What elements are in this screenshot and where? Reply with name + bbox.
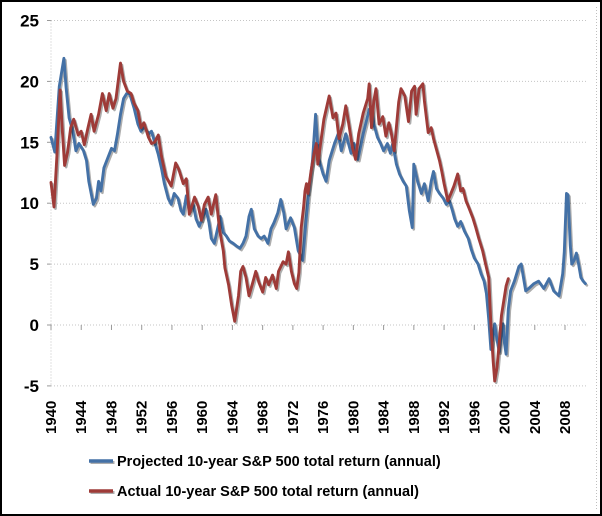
actual-series-line — [49, 61, 510, 383]
x-tick-label: 1992 — [436, 401, 453, 434]
y-axis-labels: 25 20 15 10 5 0 -5 — [20, 12, 39, 396]
legend-item-projected: Projected 10-year S&P 500 total return (… — [89, 454, 441, 470]
x-tick-label: 2000 — [497, 401, 514, 434]
legend-label-actual: Actual 10-year S&P 500 total return (ann… — [117, 484, 419, 500]
y-tick-label: 0 — [30, 316, 39, 335]
x-tick-label: 1972 — [285, 401, 302, 434]
y-tick-label: 10 — [20, 194, 39, 213]
legend-label-projected: Projected 10-year S&P 500 total return (… — [117, 454, 441, 470]
x-tick-label: 1968 — [255, 401, 272, 434]
x-tick-label: 1940 — [43, 401, 60, 434]
legend: Projected 10-year S&P 500 total return (… — [89, 454, 441, 500]
x-tick-label: 1944 — [73, 400, 90, 434]
x-tick-label: 1956 — [164, 401, 181, 434]
projected-series-line — [49, 56, 587, 356]
axes — [47, 20, 566, 387]
y-tick-label: 25 — [20, 12, 39, 31]
x-tick-label: 1996 — [466, 401, 483, 434]
series-lines — [49, 56, 589, 385]
x-tick-label: 1952 — [134, 401, 151, 434]
legend-item-actual: Actual 10-year S&P 500 total return (ann… — [89, 484, 419, 500]
y-tick-label: 20 — [20, 72, 39, 91]
x-tick-label: 2004 — [527, 400, 544, 434]
x-tick-label: 1988 — [406, 401, 423, 434]
y-tick-label: -5 — [24, 377, 39, 396]
x-axis-labels: 1940 1944 1948 1952 1956 1960 1964 1968 1972 1976… — [43, 400, 574, 434]
y-tick-label: 5 — [30, 255, 39, 274]
x-tick-label: 1984 — [376, 400, 393, 434]
x-tick-label: 2008 — [557, 401, 574, 434]
x-tick-label: 1960 — [194, 401, 211, 434]
x-tick-label: 1964 — [224, 400, 241, 434]
y-tick-label: 15 — [20, 133, 39, 152]
x-tick-label: 1980 — [345, 401, 362, 434]
x-tick-label: 1948 — [103, 401, 120, 434]
x-tick-label: 1976 — [315, 401, 332, 434]
gridlines — [51, 20, 587, 387]
